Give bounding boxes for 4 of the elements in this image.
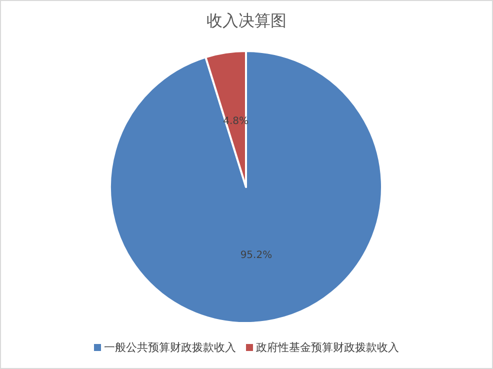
data-label: 95.2%	[240, 250, 272, 262]
legend-label: 一般公共预算财政拨款收入	[104, 341, 236, 354]
legend-label: 政府性基金预算财政拨款收入	[256, 341, 399, 354]
chart-title: 收入决算图	[206, 11, 286, 30]
